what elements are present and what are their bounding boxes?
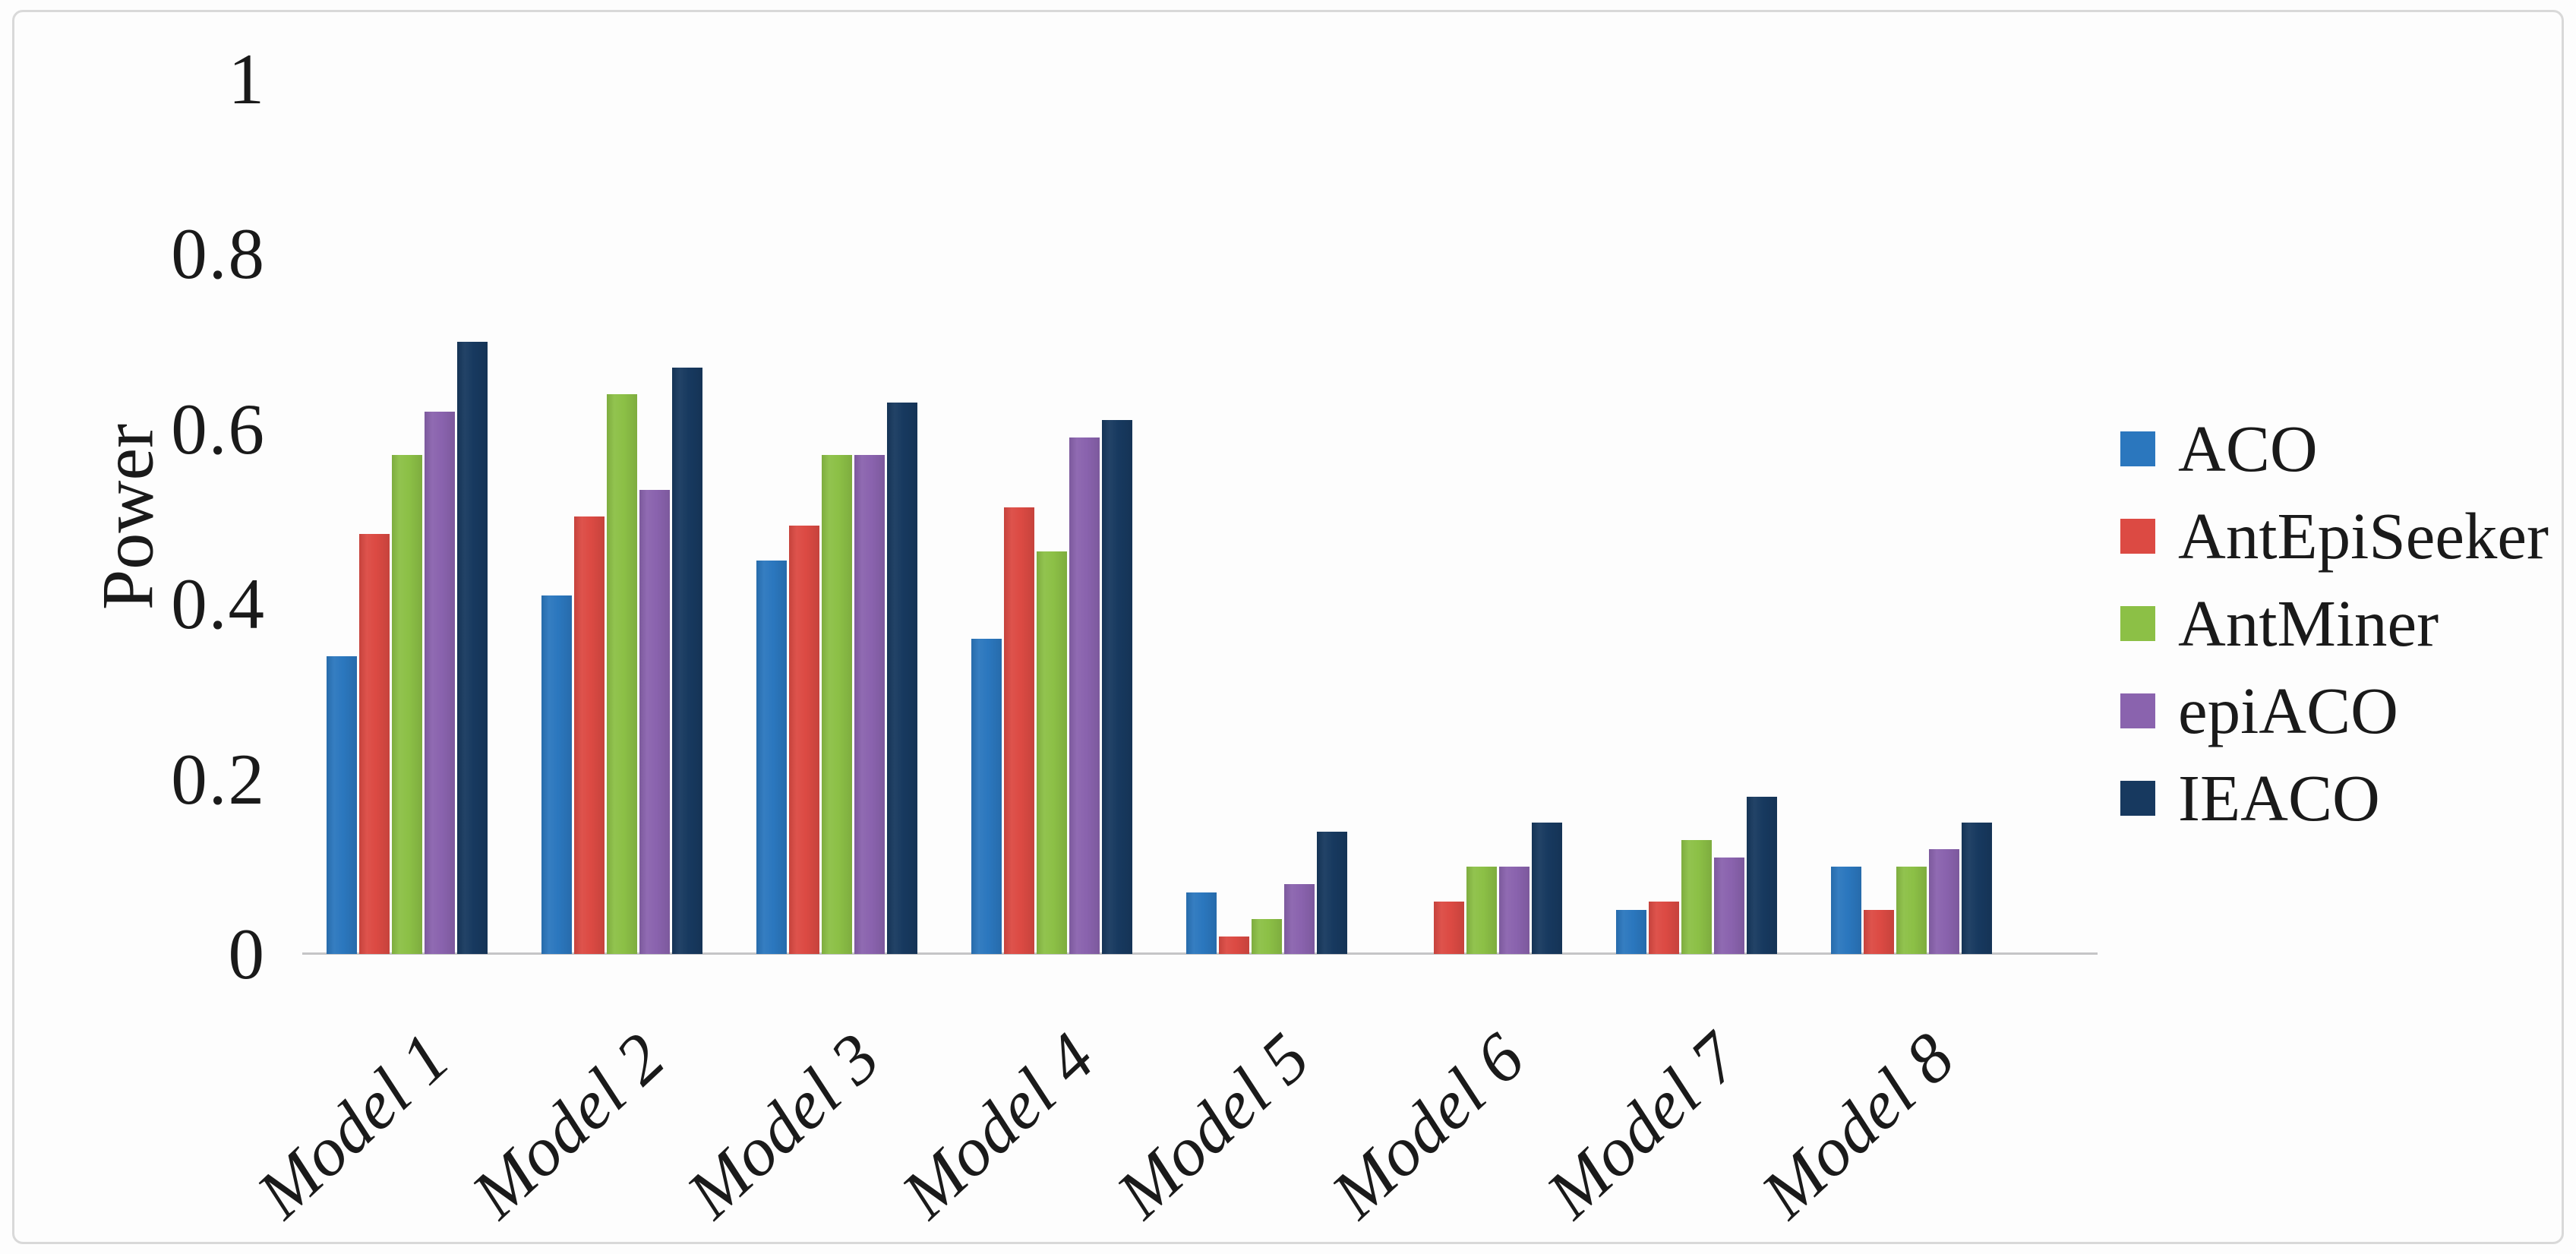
bar-antepiseeker-model-2 [574,516,605,954]
bar-ieaco-model-1 [457,342,488,954]
bar-antminer-model-3 [822,455,852,954]
y-tick-label: 0.8 [171,213,266,295]
bar-epiaco-model-3 [854,455,885,954]
legend-swatch [2120,693,2155,728]
bar-aco-model-4 [971,639,1002,954]
bar-aco-model-2 [541,595,572,954]
bar-ieaco-model-4 [1102,420,1132,954]
bar-ieaco-model-6 [1532,823,1562,954]
y-tick-label: 0 [228,914,266,994]
legend-swatch [2120,780,2155,816]
bar-aco-model-7 [1616,910,1646,954]
legend: ACO AntEpiSeeker AntMiner epiACO IEACO [2120,405,2549,842]
y-tick-label: 0.4 [171,564,266,645]
bar-antminer-model-5 [1252,919,1282,954]
legend-label: epiACO [2178,673,2398,747]
y-tick-label: 0.6 [171,388,266,469]
bar-antminer-model-2 [607,394,637,954]
bar-antminer-model-1 [392,455,422,954]
legend-item-antminer: AntMiner [2120,580,2549,667]
y-tick-label: 1 [228,39,266,119]
bar-aco-model-3 [756,561,787,954]
legend-item-ieaco: IEACO [2120,754,2549,842]
bar-ieaco-model-2 [672,368,702,954]
bar-epiaco-model-5 [1284,884,1315,954]
bar-epiaco-model-4 [1069,437,1100,954]
bar-antepiseeker-model-4 [1004,507,1034,954]
legend-item-aco: ACO [2120,405,2549,492]
bar-antepiseeker-model-1 [359,534,390,954]
bar-antepiseeker-model-7 [1649,902,1679,954]
bar-antepiseeker-model-5 [1219,937,1249,954]
bar-aco-model-8 [1831,867,1861,954]
bar-antminer-model-8 [1896,867,1927,954]
bar-antepiseeker-model-8 [1864,910,1894,954]
bar-ieaco-model-3 [887,403,917,954]
bar-epiaco-model-8 [1929,849,1959,954]
legend-swatch [2120,518,2155,554]
bar-epiaco-model-1 [425,412,455,954]
legend-item-epiaco: epiACO [2120,667,2549,754]
bar-ieaco-model-8 [1962,823,1992,954]
bar-epiaco-model-2 [639,490,670,954]
bar-aco-model-5 [1186,892,1217,954]
bar-antminer-model-7 [1681,840,1712,954]
bar-ieaco-model-5 [1317,832,1347,954]
legend-label: AntEpiSeeker [2178,498,2549,573]
legend-label: AntMiner [2178,586,2439,660]
bar-antminer-model-4 [1037,551,1067,954]
y-axis-title: Power [87,423,169,611]
bar-ieaco-model-7 [1747,797,1777,954]
legend-swatch [2120,431,2155,466]
y-tick-label: 0.2 [171,738,266,820]
bar-antminer-model-6 [1466,867,1497,954]
bar-antepiseeker-model-3 [789,526,819,954]
legend-label: ACO [2178,411,2318,485]
bar-aco-model-1 [327,656,357,954]
bar-epiaco-model-6 [1499,867,1530,954]
legend-swatch [2120,605,2155,641]
bar-antepiseeker-model-6 [1434,902,1464,954]
legend-label: IEACO [2178,760,2380,835]
legend-item-antepiseeker: AntEpiSeeker [2120,492,2549,580]
bar-epiaco-model-7 [1714,858,1744,954]
